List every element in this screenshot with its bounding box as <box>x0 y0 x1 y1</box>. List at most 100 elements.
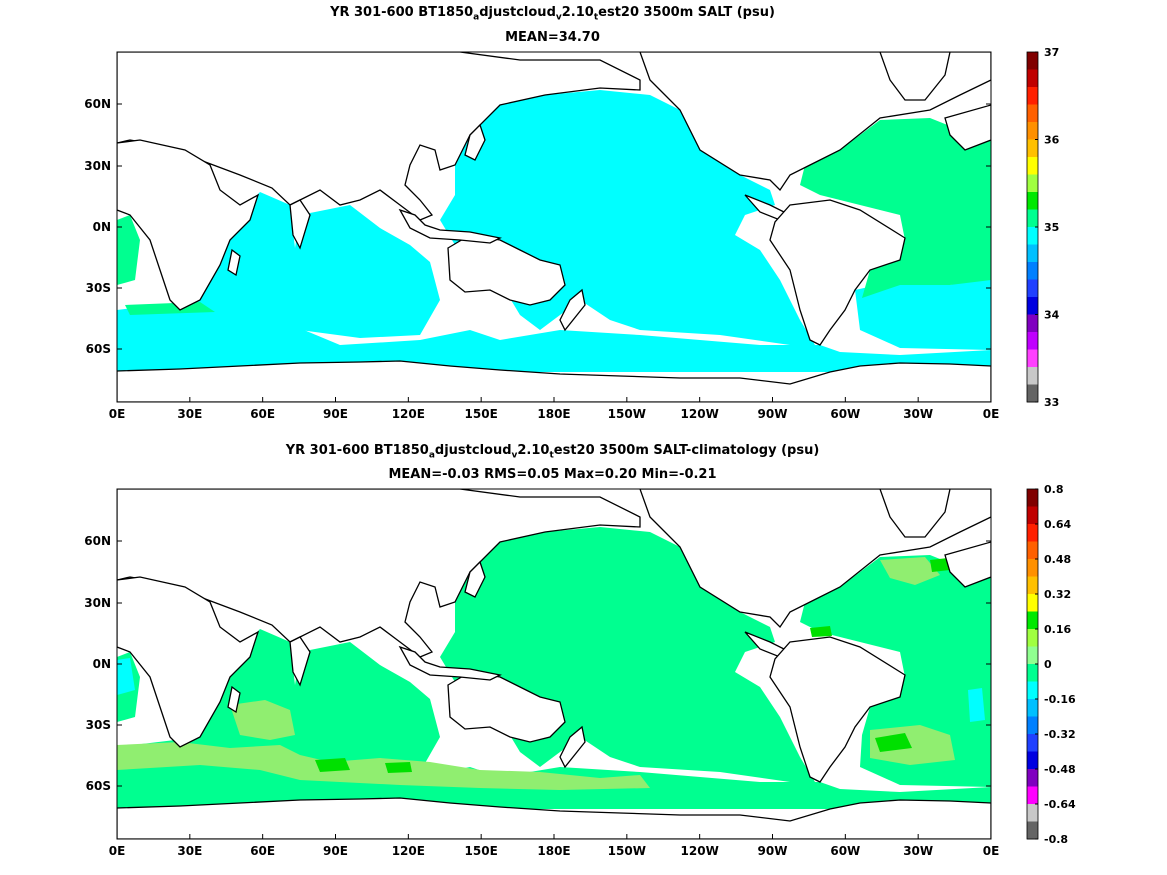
y-tick-label: 0N <box>93 220 111 234</box>
colorbar-label: 37 <box>1044 46 1059 59</box>
india <box>289 636 311 687</box>
indian-field <box>200 629 440 775</box>
colorbar-swatch <box>1027 716 1038 735</box>
title-part: a <box>473 12 480 23</box>
strong-positive-1 <box>875 733 912 752</box>
atlantic-upper-field <box>800 118 991 298</box>
colorbar-swatch <box>1027 314 1038 333</box>
southern-green-strip <box>125 302 215 315</box>
y-tick-label: 30N <box>84 596 111 610</box>
title-part: v <box>511 450 518 461</box>
x-tick-label: 120E <box>392 407 425 421</box>
colorbar-swatch <box>1027 139 1038 158</box>
title-part: est20 3500m SALT-climatology (psu) <box>553 443 820 458</box>
x-tick-label: 120E <box>392 844 425 858</box>
colorbar-swatch <box>1027 297 1038 315</box>
colorbar-label: 0.48 <box>1044 553 1071 566</box>
maritime-continent <box>398 208 502 244</box>
x-tick-label: 180E <box>537 407 570 421</box>
strong-positive-3 <box>385 762 412 773</box>
india <box>289 199 311 250</box>
new-zealand <box>559 725 586 769</box>
panel1-stats: MEAN=34.70 <box>505 30 600 45</box>
x-tick-label: 90E <box>323 844 348 858</box>
negative-patch-west <box>117 658 135 695</box>
x-tick-label: 30W <box>903 407 933 421</box>
colorbar-swatch <box>1027 611 1038 630</box>
panel1-title: YR 301-600 BT1850adjustcloudv2.10test20 … <box>0 5 1105 23</box>
negative-patch-atlantic <box>968 688 985 722</box>
colorbar-swatch <box>1027 769 1038 787</box>
europe-west <box>944 541 991 588</box>
title-part: est20 3500m SALT (psu) <box>598 5 775 20</box>
colorbar-swatch <box>1027 104 1038 123</box>
colorbar-swatch <box>1027 541 1038 560</box>
north-atlantic-positive <box>880 557 940 585</box>
colorbar-label: -0.64 <box>1044 798 1076 811</box>
title-part: djustcloud <box>434 443 512 458</box>
y-tick-label: 60N <box>84 97 111 111</box>
colorbar-label: 35 <box>1044 221 1059 234</box>
title-part: a <box>428 450 435 461</box>
colorbar-label: 0.16 <box>1044 623 1071 636</box>
title-part: t <box>593 12 599 23</box>
title-part: t <box>549 450 554 461</box>
atlantic-south-field <box>855 275 991 350</box>
colorbar-swatch <box>1027 52 1038 70</box>
colorbar-swatch <box>1027 279 1038 298</box>
x-tick-label: 150W <box>608 407 646 421</box>
madagascar <box>227 248 241 277</box>
colorbar-swatch <box>1027 664 1038 682</box>
colorbar-swatch <box>1027 244 1038 263</box>
greenland <box>879 489 951 538</box>
colorbar-label: 0.32 <box>1044 588 1071 601</box>
colorbar-swatch <box>1027 174 1038 193</box>
africa <box>117 576 260 748</box>
south-america <box>769 636 906 783</box>
x-tick-label: 150W <box>608 844 646 858</box>
colorbar-swatch <box>1027 524 1038 542</box>
colorbar-swatch <box>1027 87 1038 105</box>
panel2-title: YR 301-600 BT1850adjustcloudv2.10test20 … <box>0 443 1105 461</box>
colorbar-label: 33 <box>1044 396 1059 409</box>
indian-positive-patch <box>230 700 295 740</box>
colorbar-swatch <box>1027 699 1038 717</box>
panel1-map: 0E 30E 60E 90E 120E 150E 180E 150W 120W 90W 60W 30W… <box>84 51 999 421</box>
europe-west <box>944 104 991 151</box>
colorbar-swatch <box>1027 681 1038 700</box>
south-positive-band <box>117 742 650 790</box>
colorbar-swatch <box>1027 786 1038 805</box>
greenland <box>879 52 951 101</box>
title-part: YR 301-600 BT1850 <box>285 443 429 458</box>
madagascar <box>227 685 241 714</box>
australia <box>447 671 566 743</box>
colorbar-swatch <box>1027 751 1038 770</box>
colorbar-label: 0 <box>1044 658 1052 671</box>
atlantic-west-edge <box>117 215 140 285</box>
colorbar-label: -0.32 <box>1044 728 1076 741</box>
x-tick-label: 30E <box>177 407 202 421</box>
southern-band <box>117 300 991 372</box>
colorbar-swatch <box>1027 227 1038 245</box>
colorbar-swatch <box>1027 804 1038 822</box>
x-tick-label: 30E <box>177 844 202 858</box>
strong-positive-5 <box>930 558 950 572</box>
title-part: YR 301-600 BT1850 <box>330 5 474 20</box>
atlantic-field <box>800 555 991 787</box>
colorbar-swatch <box>1027 262 1038 280</box>
new-zealand <box>559 288 586 332</box>
title-part: 2.10 <box>517 443 550 458</box>
eurasia <box>117 489 641 658</box>
x-tick-label: 90W <box>758 407 788 421</box>
australia <box>447 234 566 306</box>
panel1-colorbar: 37 36 35 34 33 <box>1026 46 1060 409</box>
y-tick-label: 30N <box>84 159 111 173</box>
southern-band <box>117 737 991 809</box>
antarctica <box>117 360 991 402</box>
colorbar-swatch <box>1027 69 1038 88</box>
title-part: djustcloud <box>479 5 556 20</box>
antarctica <box>117 797 991 839</box>
indian-field <box>200 192 440 338</box>
colorbar-swatch <box>1027 576 1038 595</box>
colorbar-label: -0.16 <box>1044 693 1076 706</box>
